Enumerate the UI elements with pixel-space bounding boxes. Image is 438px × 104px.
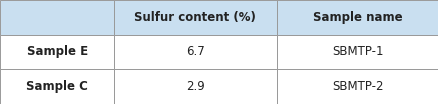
Bar	[276, 35, 438, 69]
Bar	[0, 0, 114, 35]
Bar	[114, 0, 276, 35]
Text: SBMTP-2: SBMTP-2	[331, 80, 383, 93]
Bar	[0, 35, 114, 69]
Bar	[114, 35, 276, 69]
Bar	[276, 0, 438, 35]
Text: 2.9: 2.9	[186, 80, 204, 93]
Bar	[276, 69, 438, 104]
Text: Sample name: Sample name	[312, 11, 402, 24]
Text: Sample E: Sample E	[26, 45, 88, 58]
Text: Sample C: Sample C	[26, 80, 88, 93]
Bar	[0, 69, 114, 104]
Text: SBMTP-1: SBMTP-1	[331, 45, 383, 58]
Text: 6.7: 6.7	[186, 45, 204, 58]
Text: Sulfur content (%): Sulfur content (%)	[134, 11, 256, 24]
Bar	[114, 69, 276, 104]
